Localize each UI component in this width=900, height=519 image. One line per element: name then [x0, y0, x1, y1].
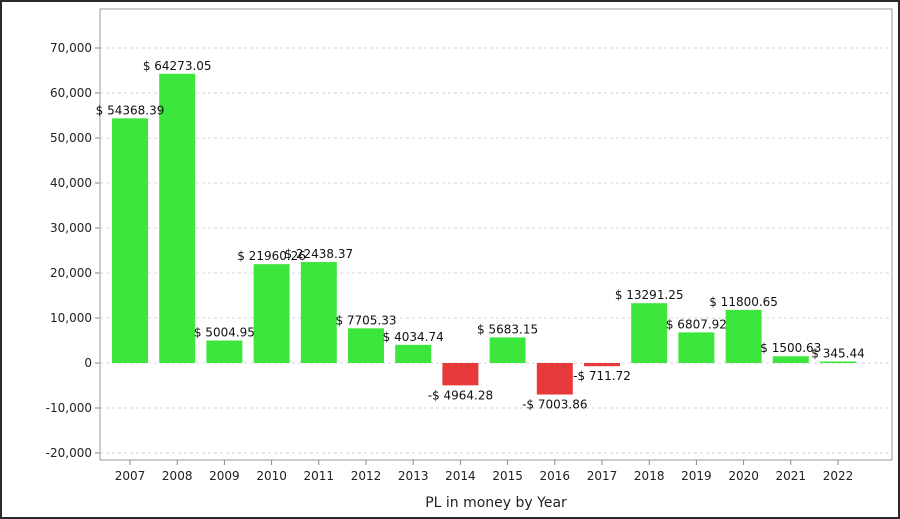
y-tick-label: -20,000: [46, 446, 92, 460]
y-tick-label: 40,000: [50, 176, 92, 190]
x-tick-label: 2010: [256, 469, 287, 483]
bar-2016[interactable]: [536, 363, 573, 395]
bar-2015[interactable]: [489, 337, 526, 363]
y-tick-label: -10,000: [46, 401, 92, 415]
plot-area-border: [99, 8, 893, 461]
y-tick-label: 50,000: [50, 131, 92, 145]
x-tick-label: 2013: [398, 469, 429, 483]
data-label: $ 21960.26: [237, 249, 306, 263]
data-labels: $ 54368.39$ 64273.05$ 5004.95$ 21960.26$…: [96, 59, 865, 412]
bar-2022[interactable]: [820, 361, 856, 363]
data-label: $ 7705.33: [335, 313, 396, 327]
bar-2021[interactable]: [772, 356, 809, 363]
y-tick-label: 10,000: [50, 311, 92, 325]
data-label: $ 54368.39: [96, 103, 165, 117]
x-tick-label: 2022: [823, 469, 854, 483]
x-tick-label: 2021: [776, 469, 807, 483]
data-label: $ 11800.65: [709, 295, 778, 309]
data-label: $ 1500.63: [760, 341, 821, 355]
y-tick-label: 70,000: [50, 41, 92, 55]
bar-2014[interactable]: [442, 363, 479, 386]
data-label: $ 64273.05: [143, 59, 212, 73]
x-tick-label: 2011: [304, 469, 335, 483]
bar-2008[interactable]: [159, 73, 196, 364]
x-tick-label: 2012: [351, 469, 382, 483]
x-tick-label: 2016: [540, 469, 571, 483]
bar-2018[interactable]: [631, 303, 668, 363]
x-axis-title: PL in money by Year: [425, 495, 567, 511]
y-axis-ticks: -20,000 -10,000 0 10,000 20,000 30,000 40,000 5…: [46, 41, 100, 460]
data-label: $ 4034.74: [383, 330, 444, 344]
bar-2020[interactable]: [725, 309, 762, 363]
x-tick-label: 2015: [492, 469, 523, 483]
bar-2011[interactable]: [300, 262, 337, 363]
x-tick-label: 2008: [162, 469, 193, 483]
bars: [112, 73, 856, 395]
bar-2019[interactable]: [678, 332, 715, 363]
data-label: $ 13291.25: [615, 288, 684, 302]
data-label: -$ 711.72: [573, 369, 631, 383]
y-tick-label: 30,000: [50, 221, 92, 235]
bar-2010[interactable]: [253, 264, 290, 363]
data-label: $ 5683.15: [477, 322, 538, 336]
bar-2017[interactable]: [584, 363, 620, 367]
x-tick-label: 2009: [209, 469, 240, 483]
bar-2007[interactable]: [112, 118, 148, 363]
data-label: -$ 7003.86: [522, 398, 587, 412]
bar-2012[interactable]: [348, 328, 384, 363]
y-tick-label: 20,000: [50, 266, 92, 280]
data-label: $ 345.44: [811, 346, 864, 360]
bar-2009[interactable]: [206, 340, 243, 363]
data-label: $ 22438.37: [284, 247, 353, 261]
bar-2013[interactable]: [395, 344, 432, 363]
data-label: $ 5004.95: [194, 325, 255, 339]
x-tick-label: 2014: [445, 469, 476, 483]
x-tick-label: 2017: [587, 469, 618, 483]
y-tick-label: 0: [84, 356, 92, 370]
x-tick-label: 2020: [728, 469, 759, 483]
data-label: $ 6807.92: [666, 317, 727, 331]
data-label: -$ 4964.28: [428, 388, 493, 402]
x-tick-label: 2019: [681, 469, 712, 483]
x-axis-ticks: 2007 2008 2009 2010 2011 2012 2013 2014 2015 2016…: [115, 460, 854, 483]
x-tick-label: 2018: [634, 469, 665, 483]
x-tick-label: 2007: [115, 469, 146, 483]
y-tick-label: 60,000: [50, 86, 92, 100]
